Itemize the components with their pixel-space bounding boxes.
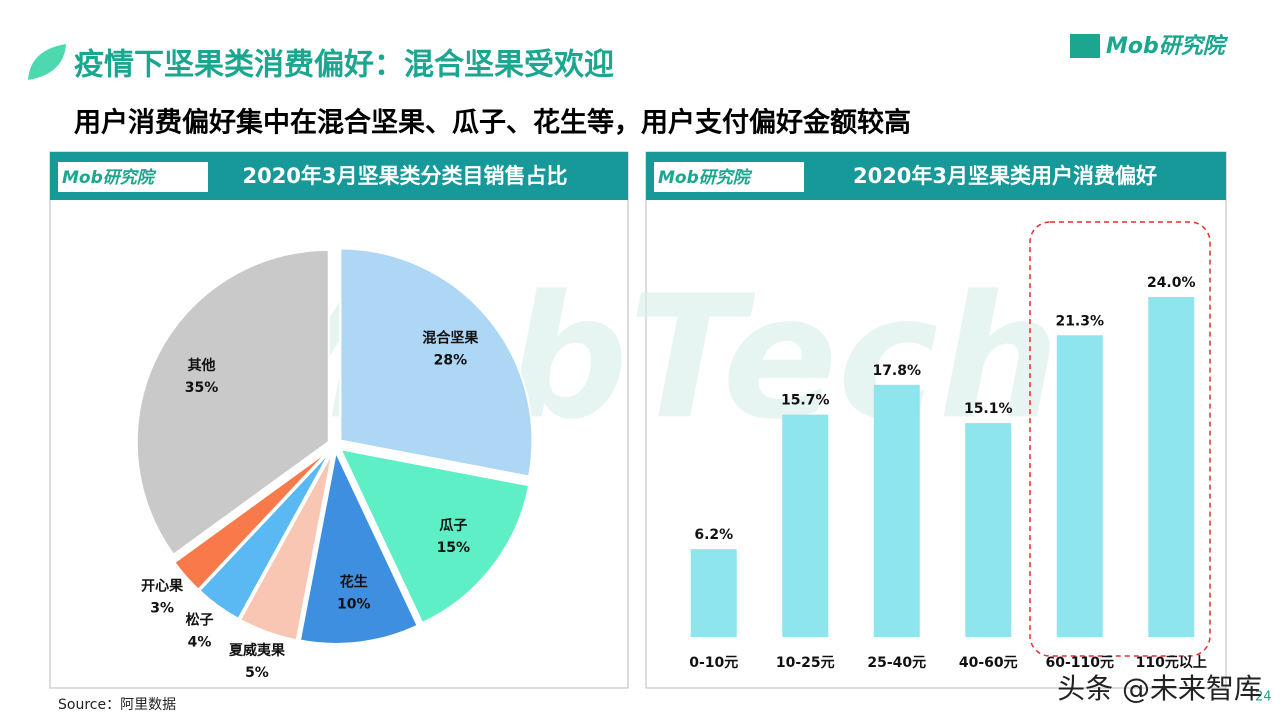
value-label: 5%	[245, 665, 269, 681]
pie-slice	[135, 248, 330, 557]
chart-title: 2020年3月坚果类用户消费偏好	[853, 164, 1157, 188]
bar	[782, 414, 829, 637]
source: Source：阿里数据	[58, 697, 176, 713]
bar	[1056, 335, 1103, 637]
x-tick-label: 10-25元	[776, 655, 835, 671]
highlight-box	[1029, 221, 1211, 657]
title: 疫情下坚果类消费偏好：混合坚果受欢迎	[74, 48, 614, 83]
x-tick-label: 0-10元	[689, 655, 738, 671]
slice-label: 花生	[340, 574, 368, 591]
value-label: 4%	[188, 634, 212, 650]
charts: 混合坚果 28% 瓜子 15% 花生 10% 夏威夷果 5% 松子 4% 开心果 3% 其他 35% 6.2…	[135, 247, 1207, 681]
chart-title: 2020年3月坚果类分类目销售占比	[242, 164, 567, 188]
value-label: 35%	[185, 380, 219, 396]
logo: Mob研究院	[62, 168, 157, 188]
pie-slice	[298, 448, 419, 645]
bar	[965, 423, 1012, 637]
value-label: 17.8%	[872, 363, 921, 379]
slice-label: 瓜子	[439, 518, 467, 534]
x-tick-label: 60-110元	[1045, 655, 1114, 671]
bar	[1148, 297, 1195, 637]
logo-box	[58, 162, 208, 192]
logo-icon	[1070, 34, 1100, 58]
value-label: 15.1%	[964, 401, 1013, 417]
x-tick-label: 40-60元	[959, 655, 1018, 671]
x-tick-label: 110元以上	[1136, 655, 1207, 671]
value-label: 21.3%	[1055, 313, 1104, 329]
value-label: 15%	[437, 540, 471, 556]
subtitle: 用户消费偏好集中在混合坚果、瓜子、花生等，用户支付偏好金额较高	[74, 107, 911, 139]
value-label: 10%	[337, 597, 371, 613]
pie-slice	[339, 247, 534, 478]
pie-slice	[173, 448, 331, 592]
value-label: 15.7%	[781, 393, 830, 409]
value-label: 6.2%	[694, 527, 733, 543]
pie-slice	[338, 447, 531, 625]
logo: Mob研究院	[1106, 33, 1229, 59]
logo-box	[654, 162, 804, 192]
slice-label: 开心果	[141, 578, 184, 594]
slice-label: 夏威夷果	[229, 642, 286, 659]
value-label: 24.0%	[1147, 275, 1196, 291]
pie-slice	[198, 449, 332, 621]
value-label: 28%	[434, 353, 468, 369]
bar	[873, 384, 920, 637]
x-tick-label: 25-40元	[867, 655, 926, 671]
slice-label: 松子	[186, 611, 214, 628]
logo: Mob研究院	[658, 168, 753, 188]
page-number: 24	[1255, 690, 1272, 705]
pie-slice	[238, 451, 334, 642]
slice-label: 其他	[188, 357, 216, 374]
bar	[690, 549, 737, 637]
value-label: 3%	[150, 600, 174, 616]
slice-label: 混合坚果	[422, 330, 479, 347]
overlay: 头条 @未来智库	[1057, 672, 1262, 705]
title-icon	[28, 44, 66, 80]
